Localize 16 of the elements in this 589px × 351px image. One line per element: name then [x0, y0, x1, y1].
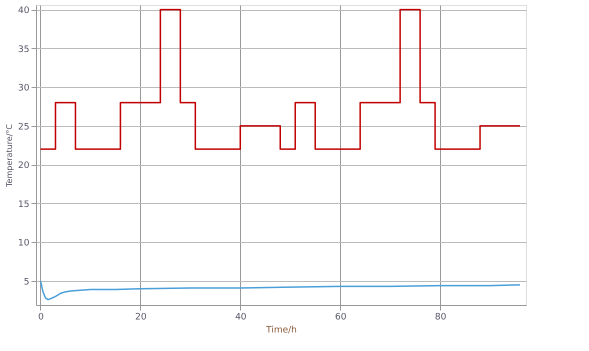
y-tick-label: 30 [18, 84, 30, 94]
y-axis-title: Temperature/°C [5, 124, 14, 188]
line-series [40, 280, 521, 300]
y-tick-label: 40 [18, 6, 30, 16]
x-tick-label: 60 [334, 312, 347, 322]
x-axis-title: Time/h [265, 326, 297, 336]
y-tick-label: 15 [18, 200, 30, 210]
x-tick-label: 80 [434, 312, 447, 322]
x-tick-label: 0 [38, 312, 44, 322]
x-tick-label: 40 [235, 312, 247, 322]
y-tick-label: 35 [18, 44, 30, 55]
x-tick-label: 20 [135, 312, 147, 322]
y-tick-label: 20 [18, 161, 30, 172]
y-tick-label: 25 [18, 122, 30, 132]
y-tick-label: 5 [24, 277, 30, 288]
y-tick-label: 10 [18, 238, 30, 249]
